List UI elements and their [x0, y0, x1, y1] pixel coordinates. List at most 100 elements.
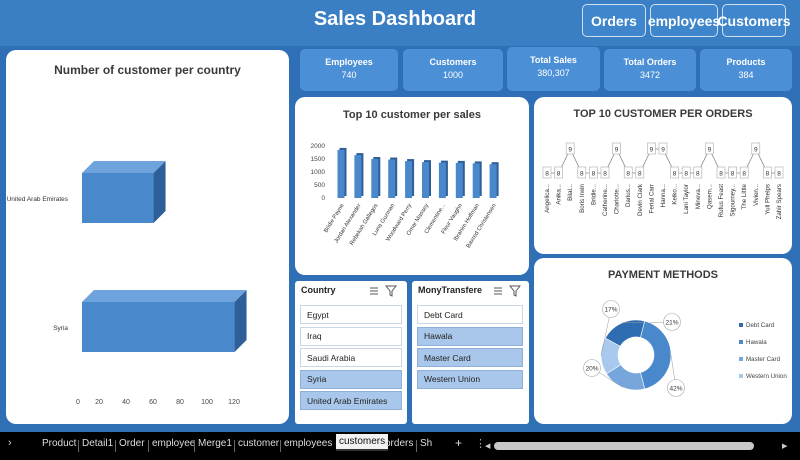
slicer-item[interactable]: Egypt: [300, 305, 402, 324]
tab-separator: [148, 440, 149, 452]
category-label: Boris Irwin: [579, 183, 586, 212]
x-tick-label: 0: [76, 399, 80, 406]
category-label: Charlotte...: [614, 184, 621, 215]
nav-employees-button[interactable]: employees: [648, 4, 720, 37]
sheet-tab[interactable]: Product: [42, 438, 77, 449]
multi-select-icon[interactable]: [493, 286, 503, 296]
clear-filter-icon[interactable]: [385, 285, 397, 297]
legend-swatch: [739, 340, 743, 344]
sheet-tab[interactable]: Sh: [420, 438, 433, 449]
category-label: Yuli Phelps: [764, 184, 771, 215]
category-label: Vivien...: [753, 184, 760, 206]
sheet-tab[interactable]: customers: [336, 434, 389, 451]
clear-filter-icon[interactable]: [509, 285, 521, 297]
slicer-item[interactable]: Hawala: [417, 326, 523, 346]
legend-label: Western Union: [746, 373, 787, 380]
sheet-tab[interactable]: employee: [152, 438, 196, 449]
data-label: 9: [661, 147, 665, 154]
sheet-tab[interactable]: orders: [385, 438, 414, 449]
bar: [472, 163, 480, 198]
bar: [455, 162, 463, 198]
sheet-tab[interactable]: Detail1: [82, 438, 114, 449]
category-label: Keiko...: [672, 184, 679, 205]
tab-scroll-left-icon[interactable]: ›: [8, 437, 12, 449]
legend-label: Master Card: [746, 356, 781, 363]
slicer-item[interactable]: Saudi Arabia: [300, 348, 402, 367]
x-tick-label: 80: [176, 399, 184, 406]
category-label: Catherine...: [602, 184, 609, 216]
nav-orders-button[interactable]: Orders: [582, 4, 646, 37]
sheet-tab[interactable]: Order: [119, 438, 145, 449]
country-chart-title: Number of customer per country: [54, 63, 241, 77]
legend-label: Hawala: [746, 339, 767, 346]
slicer-item[interactable]: Master Card: [417, 348, 523, 367]
tab-separator: [234, 440, 235, 452]
category-label: Anika...: [556, 184, 563, 205]
sheet-tab[interactable]: Merge1: [198, 438, 232, 449]
kpi-value: 3472: [639, 70, 661, 80]
tab-separator: [78, 440, 79, 452]
bar: [82, 173, 154, 223]
data-label-box: [670, 166, 679, 179]
add-sheet-button[interactable]: +: [455, 436, 463, 450]
legend-swatch: [739, 374, 743, 378]
more-options-icon[interactable]: ⋮: [475, 438, 486, 450]
data-label-bubble: [602, 300, 620, 318]
x-tick-label: 20: [95, 399, 103, 406]
bar-top: [82, 161, 166, 173]
data-label-box: [705, 142, 714, 155]
donut-slice: [600, 337, 622, 375]
kpi-total-orders: Total Orders 3472: [604, 49, 696, 91]
slicer-item[interactable]: Western Union: [417, 369, 523, 389]
data-label: 9: [708, 147, 712, 154]
slicer-item[interactable]: United Arab Emirates: [300, 391, 402, 410]
country-slicer: Country Egypt Iraq Saudi Arabia Syria United…: [295, 281, 407, 424]
bar: [337, 149, 345, 198]
bar-top: [82, 290, 247, 302]
data-label-box: [577, 166, 587, 179]
slicer-item[interactable]: Debt Card: [417, 305, 523, 324]
y-tick-label: 0: [321, 195, 325, 202]
bar: [82, 302, 235, 352]
top-sales-panel: Top 10 customer per sales 0 500 1000 1500 20…: [295, 97, 529, 275]
data-label: 8: [638, 171, 642, 178]
category-label: Zahir Spears: [776, 184, 783, 219]
kpi-value: 740: [341, 70, 357, 80]
multi-select-icon[interactable]: [369, 286, 379, 296]
data-label: 8: [557, 171, 561, 178]
legend-label: Debt Card: [746, 322, 775, 329]
country-chart-panel: Number of customer per country United Ar…: [6, 50, 289, 424]
data-label: 8: [731, 171, 735, 178]
slicer-item[interactable]: Syria: [300, 369, 402, 389]
category-label: Mineva...: [695, 184, 702, 209]
kpi-employees: Employees 740: [300, 49, 398, 91]
data-label: 9: [568, 147, 572, 154]
data-label: 8: [766, 171, 770, 178]
tab-separator: [280, 440, 281, 452]
category-label: Sigourney...: [730, 184, 737, 217]
y-tick-label: 2000: [311, 143, 326, 150]
data-label-box: [647, 142, 656, 155]
data-label-box: [554, 166, 563, 179]
data-label-box: [763, 166, 772, 179]
data-label-box: [728, 166, 737, 179]
scroll-right-arrow-icon[interactable]: ▶: [782, 443, 788, 450]
data-label: 9: [615, 147, 619, 154]
category-label: Rufus Feast: [718, 184, 725, 218]
data-label-box: [693, 166, 703, 179]
data-label-bubble: [583, 359, 601, 377]
category-label: Syria: [53, 325, 68, 332]
scroll-left-arrow-icon[interactable]: ◀: [485, 443, 491, 450]
slicer-item[interactable]: Iraq: [300, 326, 402, 346]
kpi-label: Customers: [429, 57, 477, 67]
kpi-customers: Customers 1000: [403, 49, 503, 91]
data-label-box: [739, 166, 749, 179]
sheet-tab[interactable]: customer: [238, 438, 280, 449]
nav-customers-button[interactable]: Customers: [717, 4, 791, 37]
y-tick-label: 500: [314, 182, 325, 189]
y-tick-label: 1500: [311, 156, 326, 163]
category-label: The Little: [741, 183, 748, 209]
sheet-tab[interactable]: employees: [284, 438, 333, 449]
horizontal-scrollbar[interactable]: [494, 442, 754, 450]
data-label: 8: [696, 171, 700, 178]
